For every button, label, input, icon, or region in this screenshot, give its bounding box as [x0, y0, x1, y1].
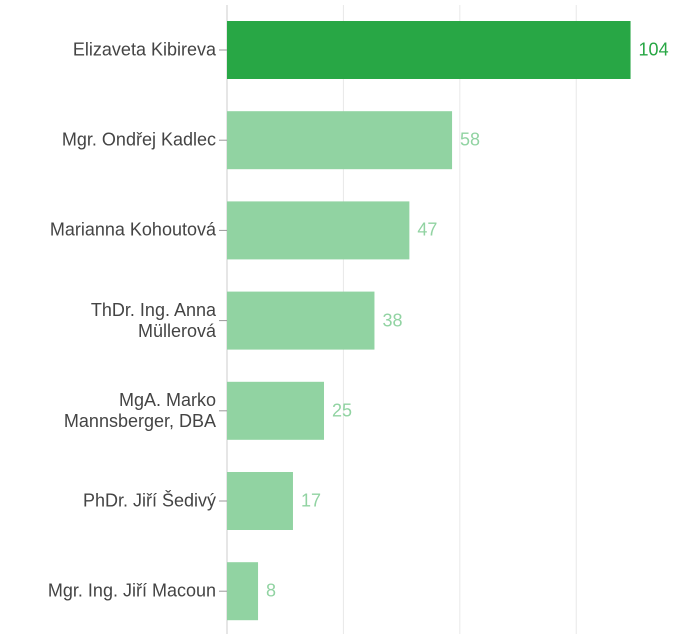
- value-label: 104: [638, 39, 669, 60]
- bar: [227, 291, 375, 350]
- bar: [227, 111, 453, 170]
- category-label: PhDr. Jiří Šedivý: [82, 490, 216, 511]
- category-label: Elizaveta Kibireva: [72, 39, 216, 60]
- category-label: Marianna Kohoutová: [49, 219, 216, 240]
- bar: [227, 472, 293, 530]
- value-label: 38: [382, 310, 403, 331]
- value-label: 47: [417, 219, 438, 240]
- category-label: Mgr. Ondřej Kadlec: [61, 129, 216, 150]
- value-label: 17: [300, 490, 321, 511]
- category-label: ThDr. Ing. Anna Müllerová: [90, 299, 216, 341]
- category-label: MgA. Marko Mannsberger, DBA: [63, 389, 216, 431]
- category-label: Mgr. Ing. Jiří Macoun: [47, 580, 216, 601]
- bar: [227, 381, 325, 440]
- value-label: 25: [332, 400, 353, 421]
- value-label: 58: [460, 129, 481, 150]
- bar: [227, 21, 631, 79]
- bar: [227, 562, 259, 621]
- value-label: 8: [266, 580, 277, 601]
- bar: [227, 201, 410, 260]
